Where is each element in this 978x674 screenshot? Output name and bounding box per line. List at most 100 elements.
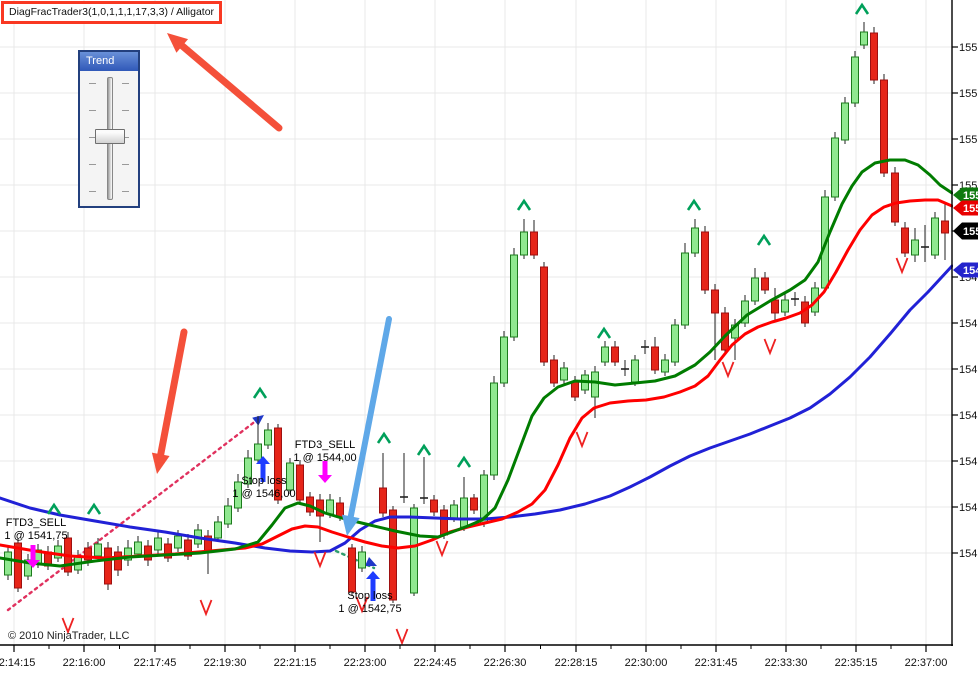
candle-down xyxy=(701,231,709,291)
annotation-arrow-shaft xyxy=(156,328,188,462)
candle-up xyxy=(4,551,12,576)
candle-down xyxy=(470,497,478,511)
price-tick-label: 155 xyxy=(959,42,977,54)
candle-down xyxy=(114,551,122,571)
slider-ticks-right xyxy=(122,83,129,192)
time-tick-label: 22:21:15 xyxy=(274,657,317,669)
buy-arrow-shaft xyxy=(370,579,376,601)
fractal-down-v xyxy=(721,361,735,379)
fractal-up-caret xyxy=(376,431,392,444)
trade-label-line: Stop loss xyxy=(241,475,287,487)
time-tick-label: 22:30:00 xyxy=(625,657,668,669)
price-marker-value: 154 xyxy=(963,265,978,277)
candle-down xyxy=(274,427,282,501)
candle-down xyxy=(430,499,438,513)
price-marker-tag xyxy=(953,187,978,203)
trade-label-sell-1544: FTD3_SELL 1 @ 1544,00 xyxy=(293,439,356,464)
price-tick-label: 154 xyxy=(959,502,977,514)
candle-up xyxy=(234,481,242,509)
fractal-down-v xyxy=(575,431,589,449)
candle-up xyxy=(560,367,568,381)
alligator-teeth-red xyxy=(0,198,954,560)
alligator-lips-green xyxy=(0,158,954,568)
trade-arrows xyxy=(26,456,380,601)
price-marker-tag xyxy=(953,222,978,240)
candle-up xyxy=(326,499,334,515)
buy-arrow-up xyxy=(256,456,270,464)
time-tick-label: 22:24:45 xyxy=(414,657,457,669)
candle-down xyxy=(530,231,538,256)
gridlines xyxy=(0,0,952,645)
candle-up xyxy=(631,359,639,383)
sell-arrow-down xyxy=(318,475,332,483)
trade-label-line: FTD3_SELL xyxy=(5,517,67,529)
fractal-down-v xyxy=(435,540,449,558)
fractal-down-v xyxy=(355,596,369,614)
sell-arrow-shaft xyxy=(30,545,36,560)
candle-up xyxy=(450,504,458,519)
candle-up xyxy=(601,346,609,363)
price-tick-label: 154 xyxy=(959,548,977,560)
time-tick-label: 22:31:45 xyxy=(695,657,738,669)
indicator-label[interactable]: DiagFracTrader3(1,0,1,1,1,17,3,3) / Alli… xyxy=(1,1,223,24)
candle-up xyxy=(831,137,839,198)
time-tick-label: 22:26:30 xyxy=(484,657,527,669)
candle-down xyxy=(379,487,387,514)
candle-up xyxy=(500,336,508,384)
annotation-arrow-shaft xyxy=(347,316,392,524)
trend-panel-title: Trend xyxy=(80,52,138,71)
time-tick-label: 22:16:00 xyxy=(63,657,106,669)
trade-label-sell-1541: FTD3_SELL 1 @ 1541,75 xyxy=(4,517,67,542)
time-tick-label: 22:23:00 xyxy=(344,657,387,669)
candle-up xyxy=(851,56,859,104)
trade-label-line: 1 @ 1541,75 xyxy=(4,529,68,542)
copyright-text: © 2010 NinjaTrader, LLC xyxy=(8,630,130,642)
fractal-up-caret xyxy=(596,326,612,339)
alligator-jaw-blue xyxy=(0,264,954,554)
price-marker-value: 155 xyxy=(963,190,978,202)
time-tick-label: 22:37:00 xyxy=(905,657,948,669)
candle-up xyxy=(94,543,102,557)
annotation-arrowhead xyxy=(167,33,189,53)
fractal-markers xyxy=(46,2,909,646)
candle-down xyxy=(164,543,172,559)
buy-arrow-up xyxy=(366,571,380,579)
fractal-down-v xyxy=(199,599,213,617)
trend-slider-thumb[interactable] xyxy=(95,129,125,144)
annotation-arrowhead xyxy=(341,514,360,536)
candle-down xyxy=(84,547,92,561)
time-tick-label: 22:35:15 xyxy=(835,657,878,669)
sell-arrow-shaft xyxy=(322,461,328,475)
price-axis-area xyxy=(953,0,978,674)
candle-down xyxy=(891,172,899,223)
fractal-up-caret xyxy=(46,502,62,515)
candle-up xyxy=(751,277,759,302)
candle-up xyxy=(54,545,62,559)
trade-label-line: Stop loss xyxy=(347,590,393,602)
candle-down xyxy=(14,542,22,589)
fractal-up-caret xyxy=(86,502,102,515)
candle-up xyxy=(671,324,679,363)
candle-up xyxy=(124,547,132,561)
price-tick-label: 154 xyxy=(959,364,977,376)
fractal-up-caret xyxy=(516,198,532,211)
candle-down xyxy=(571,381,579,398)
slider-ticks-left xyxy=(89,83,96,192)
price-tick-label: 154 xyxy=(959,410,977,422)
candle-up xyxy=(931,217,939,256)
buy-arrow-shaft xyxy=(260,464,266,482)
trade-label-line: 1 @ 1542,75 xyxy=(338,602,402,615)
annotation-arrow-shaft xyxy=(175,39,283,132)
trade-label-line: 1 @ 1546,00 xyxy=(232,487,296,500)
candle-up xyxy=(410,507,418,594)
trendline-arrowhead xyxy=(364,556,377,567)
candle-down xyxy=(389,509,397,601)
candle-down xyxy=(104,547,112,585)
candle-up xyxy=(286,462,294,491)
fractal-down-v xyxy=(395,628,409,646)
price-tick-label: 154 xyxy=(959,456,977,468)
